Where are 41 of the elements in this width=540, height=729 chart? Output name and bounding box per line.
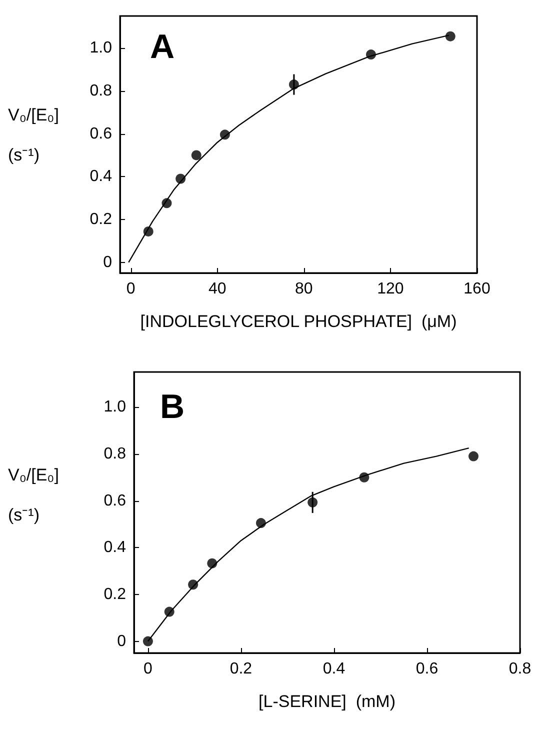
y-tick-label: 0 — [117, 632, 126, 650]
point — [220, 130, 230, 140]
text: V₀/[E₀] (s⁻¹) — [8, 106, 59, 164]
x-tick-label: 0.8 — [508, 660, 532, 678]
point — [164, 606, 174, 617]
point — [142, 636, 153, 646]
point — [207, 558, 218, 568]
y-tick-label: 0.8 — [90, 82, 112, 100]
y-tick-label: 1.0 — [104, 398, 126, 416]
y-tick-label: 0.6 — [90, 125, 112, 142]
point — [162, 198, 172, 208]
x-tick-label: 0 — [144, 660, 152, 678]
x-tick-label: 0.2 — [230, 660, 252, 678]
x-tick-label: 0.4 — [322, 660, 346, 678]
point — [176, 174, 186, 184]
x-tick-label: 120 — [377, 280, 404, 298]
point — [143, 226, 154, 236]
y-tick-label: 0.4 — [90, 168, 112, 186]
point — [468, 451, 478, 462]
point — [359, 472, 370, 482]
x-tick-label: 40 — [208, 280, 226, 298]
point — [366, 50, 376, 60]
x-axis-title: [INDOLEGLYCEROL PHOSPHATE] (μM) — [140, 312, 457, 331]
x-tick-label: 160 — [464, 280, 490, 298]
annotation: B — [160, 388, 185, 426]
y-tick-label: 0.2 — [90, 210, 112, 228]
point — [188, 580, 198, 590]
text: V₀/[E₀] (s⁻¹) — [8, 466, 59, 524]
x-axis-title: [L-SERINE] (mM) — [258, 692, 396, 711]
annotation: A — [150, 28, 175, 66]
y-tick-label: 0.4 — [104, 539, 126, 556]
x-tick-label: 0.6 — [416, 660, 438, 678]
y-tick-label: 0.6 — [104, 492, 126, 510]
y-tick-label: 1.0 — [90, 40, 112, 57]
point — [256, 518, 266, 528]
x-tick-label: 80 — [295, 280, 313, 298]
y-tick-label: 0.8 — [104, 445, 126, 462]
y-tick-label: 0 — [103, 254, 112, 271]
point — [445, 31, 456, 42]
point — [191, 150, 202, 160]
y-tick-label: 0.2 — [104, 586, 126, 603]
